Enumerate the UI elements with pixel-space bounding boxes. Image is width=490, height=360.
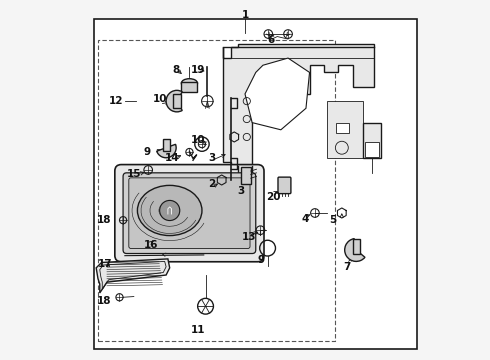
Text: 13: 13 [242, 232, 256, 242]
Text: 3: 3 [208, 153, 216, 163]
Bar [364, 123, 381, 158]
Text: 18: 18 [97, 215, 111, 225]
Text: 11: 11 [191, 325, 205, 335]
Polygon shape [245, 58, 310, 130]
Text: 1: 1 [242, 10, 248, 20]
Text: 19: 19 [191, 64, 206, 75]
Text: 18: 18 [97, 296, 111, 306]
Text: 5: 5 [329, 215, 337, 225]
Text: 3: 3 [238, 186, 245, 197]
Text: 20: 20 [266, 192, 280, 202]
Ellipse shape [181, 79, 197, 87]
Text: 14: 14 [165, 153, 180, 163]
Wedge shape [344, 239, 365, 261]
Text: 17: 17 [98, 259, 112, 269]
Bar [353, 239, 361, 253]
FancyBboxPatch shape [123, 173, 256, 253]
FancyBboxPatch shape [115, 165, 264, 262]
Bar [327, 101, 364, 158]
Text: 10: 10 [191, 135, 205, 145]
Text: 9: 9 [258, 255, 265, 265]
FancyBboxPatch shape [129, 178, 250, 248]
Text: 12: 12 [109, 96, 123, 106]
Wedge shape [166, 90, 182, 112]
Text: 7: 7 [343, 262, 350, 272]
Ellipse shape [137, 185, 202, 235]
Circle shape [160, 201, 180, 221]
Bar [98, 40, 335, 341]
Polygon shape [223, 44, 374, 173]
Text: 15: 15 [126, 168, 141, 179]
Text: 6: 6 [267, 35, 274, 45]
Bar [163, 139, 170, 151]
Text: 8: 8 [172, 64, 180, 75]
Bar [181, 82, 197, 92]
Wedge shape [157, 144, 176, 158]
Bar [365, 142, 379, 157]
Text: 10: 10 [152, 94, 167, 104]
Bar [172, 94, 181, 108]
Text: 9: 9 [144, 147, 151, 157]
Bar [241, 167, 251, 184]
Polygon shape [96, 259, 170, 293]
Bar [337, 123, 349, 134]
Text: 2: 2 [208, 179, 216, 189]
FancyBboxPatch shape [278, 177, 291, 194]
Text: 4: 4 [301, 215, 309, 224]
Text: 16: 16 [144, 240, 158, 250]
